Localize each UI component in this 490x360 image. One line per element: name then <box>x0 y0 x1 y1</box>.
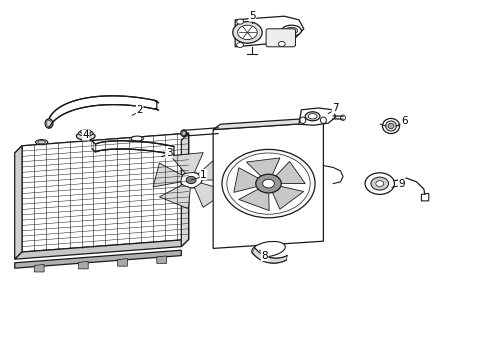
Text: 5: 5 <box>249 11 256 21</box>
Ellipse shape <box>341 115 345 120</box>
Ellipse shape <box>300 117 306 123</box>
Ellipse shape <box>305 112 320 121</box>
Polygon shape <box>49 96 157 128</box>
Polygon shape <box>34 264 44 272</box>
Polygon shape <box>213 117 331 130</box>
Text: 2: 2 <box>136 105 143 115</box>
Ellipse shape <box>182 131 185 135</box>
Polygon shape <box>78 261 88 269</box>
Ellipse shape <box>320 117 326 123</box>
Ellipse shape <box>47 120 51 127</box>
Polygon shape <box>252 248 287 263</box>
Ellipse shape <box>78 130 93 136</box>
Text: 7: 7 <box>332 103 339 113</box>
Circle shape <box>238 25 257 40</box>
Polygon shape <box>159 185 190 209</box>
Polygon shape <box>421 193 429 201</box>
Ellipse shape <box>382 118 400 134</box>
Circle shape <box>263 179 274 188</box>
Ellipse shape <box>80 130 91 134</box>
Circle shape <box>237 19 244 24</box>
Polygon shape <box>246 158 280 177</box>
Polygon shape <box>15 133 189 153</box>
Circle shape <box>186 176 196 184</box>
Ellipse shape <box>85 133 88 137</box>
Circle shape <box>237 42 244 48</box>
Polygon shape <box>235 16 304 47</box>
Circle shape <box>256 174 281 193</box>
Ellipse shape <box>252 242 285 257</box>
Polygon shape <box>15 250 181 268</box>
Polygon shape <box>153 163 182 187</box>
Ellipse shape <box>215 127 221 134</box>
Circle shape <box>376 181 384 186</box>
Polygon shape <box>171 153 203 173</box>
Ellipse shape <box>282 25 301 36</box>
Ellipse shape <box>83 131 90 139</box>
Ellipse shape <box>308 113 317 119</box>
Polygon shape <box>15 146 22 259</box>
Polygon shape <box>118 258 127 266</box>
Polygon shape <box>213 122 323 248</box>
Polygon shape <box>22 133 189 252</box>
FancyBboxPatch shape <box>266 29 295 47</box>
Text: 1: 1 <box>200 170 207 180</box>
Circle shape <box>227 153 310 214</box>
Text: 8: 8 <box>261 251 268 261</box>
Ellipse shape <box>38 140 46 144</box>
Ellipse shape <box>76 132 95 140</box>
Ellipse shape <box>181 130 187 136</box>
Text: 4: 4 <box>82 130 89 140</box>
Polygon shape <box>157 256 167 264</box>
Circle shape <box>180 172 202 188</box>
Circle shape <box>278 41 285 46</box>
Polygon shape <box>91 140 96 152</box>
Polygon shape <box>272 186 304 209</box>
Circle shape <box>233 22 262 43</box>
Polygon shape <box>198 158 230 180</box>
Ellipse shape <box>45 119 53 128</box>
Text: 3: 3 <box>166 148 172 158</box>
Polygon shape <box>234 168 259 192</box>
Circle shape <box>222 149 315 218</box>
Ellipse shape <box>36 140 48 145</box>
Text: 6: 6 <box>401 116 408 126</box>
Polygon shape <box>181 133 189 247</box>
Ellipse shape <box>388 123 394 129</box>
Ellipse shape <box>386 121 396 131</box>
Polygon shape <box>275 162 305 184</box>
Polygon shape <box>15 239 189 259</box>
Polygon shape <box>195 183 227 207</box>
Circle shape <box>371 177 389 190</box>
Polygon shape <box>299 108 336 125</box>
Ellipse shape <box>285 27 297 34</box>
Text: 9: 9 <box>398 179 405 189</box>
Polygon shape <box>239 189 269 211</box>
Circle shape <box>365 173 394 194</box>
Polygon shape <box>96 141 174 155</box>
Ellipse shape <box>131 136 143 141</box>
